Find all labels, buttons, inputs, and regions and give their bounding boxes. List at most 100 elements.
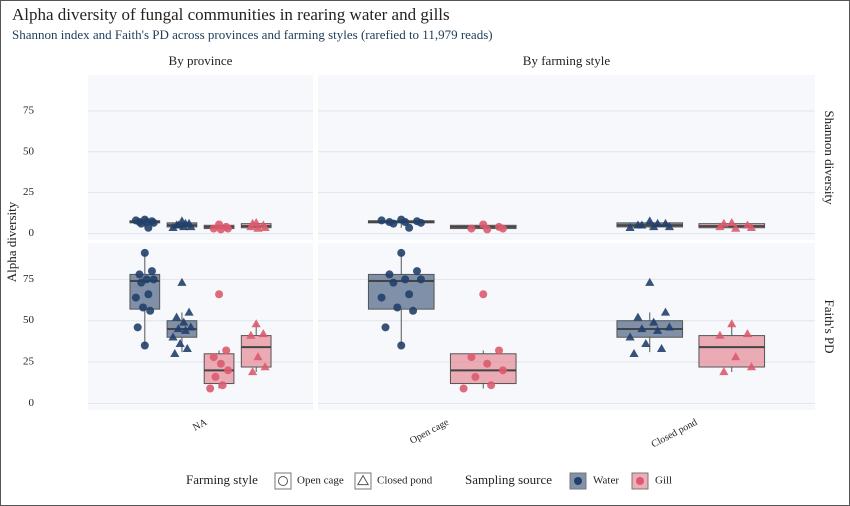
point (248, 218, 258, 227)
legend-key (274, 472, 292, 490)
point (746, 362, 757, 371)
chart-subtitle: Shannon index and Faith's PD across prov… (12, 27, 493, 42)
legend-title: Farming style (186, 472, 258, 487)
y-tick-label: 25 (23, 356, 35, 368)
point (168, 332, 178, 341)
legend-label: Closed pond (377, 475, 433, 487)
point (278, 476, 288, 486)
point (175, 339, 185, 348)
point (479, 290, 488, 299)
legend-title: Sampling source (465, 472, 552, 487)
point (139, 303, 148, 312)
row-strip-label: Shannon diversity (822, 110, 837, 205)
point (184, 307, 194, 316)
point (405, 290, 414, 299)
point (487, 381, 496, 390)
point (180, 218, 191, 227)
point (186, 322, 196, 331)
point (409, 306, 418, 315)
point (397, 248, 406, 257)
point (137, 278, 146, 287)
point (653, 218, 663, 227)
point (471, 372, 480, 381)
point (144, 223, 153, 232)
point (223, 224, 232, 233)
point (173, 220, 183, 229)
point (467, 224, 476, 233)
point (715, 330, 725, 339)
point (625, 222, 635, 231)
point (467, 353, 476, 362)
point (393, 303, 402, 312)
point (401, 275, 410, 284)
point (389, 219, 398, 228)
point (483, 359, 492, 368)
point (211, 372, 220, 381)
point (459, 384, 468, 393)
point (416, 275, 425, 284)
point (149, 218, 158, 227)
point (222, 346, 231, 355)
point (133, 323, 142, 332)
point (140, 341, 149, 350)
point (179, 317, 189, 326)
point (397, 341, 406, 350)
y-tick-label: 0 (29, 397, 35, 409)
point (135, 270, 144, 279)
point (206, 384, 215, 393)
point (131, 293, 140, 302)
point (664, 222, 675, 231)
point (260, 222, 270, 231)
point (494, 346, 503, 355)
chart-title: Alpha diversity of fungal communities in… (12, 5, 450, 24)
point (483, 225, 492, 234)
point (173, 324, 183, 333)
point (498, 224, 507, 233)
legend-label: Open cage (297, 475, 344, 487)
point (186, 222, 196, 231)
point (377, 293, 386, 302)
point (633, 312, 643, 321)
point (656, 344, 667, 353)
point (660, 307, 671, 316)
point (664, 322, 675, 331)
point (251, 319, 261, 328)
point (719, 218, 729, 227)
point (625, 332, 635, 341)
point (144, 290, 153, 299)
point (629, 348, 639, 357)
point (641, 339, 651, 348)
point (389, 278, 398, 287)
column-strip-label: By farming style (523, 53, 611, 68)
point (209, 224, 218, 233)
y-tick-label: 0 (29, 227, 35, 239)
point (381, 323, 390, 332)
legend-symbol (356, 474, 370, 486)
point (645, 277, 655, 286)
y-tick-label: 50 (23, 145, 35, 157)
point (177, 277, 187, 286)
point (170, 348, 180, 357)
point (377, 216, 386, 225)
box (698, 335, 766, 368)
point (727, 218, 737, 227)
point (746, 222, 757, 231)
point (216, 225, 225, 234)
legend-label: Gill (655, 475, 672, 487)
point (149, 275, 158, 284)
point (719, 367, 729, 376)
point (209, 353, 218, 362)
point (171, 312, 182, 321)
point (637, 324, 647, 333)
box (240, 335, 272, 368)
y-tick-label: 75 (23, 104, 35, 116)
point (416, 218, 425, 227)
point (649, 317, 659, 326)
point (246, 330, 256, 339)
point (260, 362, 270, 371)
panel-background (88, 75, 313, 240)
point (223, 366, 232, 375)
point (140, 248, 149, 257)
point (216, 359, 225, 368)
